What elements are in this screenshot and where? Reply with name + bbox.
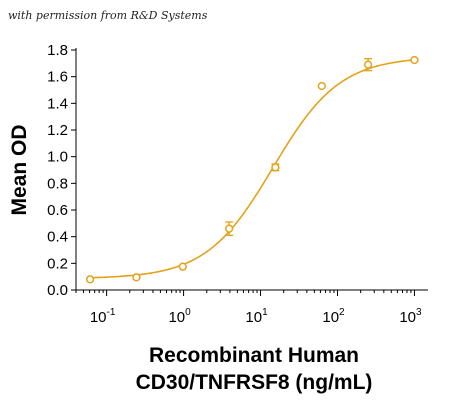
y-tick-label: 0.2	[47, 255, 68, 272]
x-axis-title-line-2: CD30/TNFRSF8 (ng/mL)	[136, 371, 373, 394]
x-tick-label: 100	[168, 307, 191, 326]
y-tick-label: 0.4	[47, 229, 68, 246]
x-tick-base: 10	[399, 309, 416, 326]
y-tick-label: 1.8	[47, 42, 68, 59]
data-point	[363, 60, 373, 69]
axes: 0.00.20.40.60.81.01.21.41.61.810-1 100 101…	[47, 42, 428, 326]
x-tick-base: 10	[168, 309, 185, 326]
x-tick-base: 10	[245, 309, 262, 326]
x-tick-exponent: 3	[416, 307, 422, 318]
x-tick-base: 10	[322, 309, 339, 326]
y-tick-label: 1.6	[47, 69, 68, 86]
y-tick-label: 0.8	[47, 175, 68, 192]
data-point	[410, 55, 419, 65]
data-point	[132, 273, 141, 282]
data-point	[317, 81, 326, 91]
y-tick-label: 0.6	[47, 202, 68, 219]
x-axis-title-line-1: Recombinant Human	[149, 344, 359, 367]
x-tick-exponent: -1	[107, 307, 116, 318]
x-tick-exponent: 0	[185, 307, 191, 318]
x-tick-exponent: 2	[339, 307, 345, 318]
y-tick-label: 1.0	[47, 149, 68, 166]
x-tick-label: 103	[399, 307, 422, 326]
y-axis-title: Mean OD	[8, 124, 31, 215]
data-point	[178, 262, 187, 271]
data-point	[271, 163, 280, 172]
x-tick-base: 10	[90, 309, 107, 326]
x-tick-label: 10-1	[90, 307, 116, 326]
data-point	[225, 224, 234, 233]
data-point	[85, 275, 95, 284]
x-tick-label: 101	[245, 307, 268, 326]
credit-text: with permission from R&D Systems	[8, 9, 208, 22]
x-tick-label: 102	[322, 307, 345, 326]
y-tick-label: 0.0	[47, 282, 68, 299]
y-tick-label: 1.4	[47, 95, 68, 112]
plot-area	[85, 55, 419, 284]
y-tick-label: 1.2	[47, 122, 68, 139]
x-tick-exponent: 1	[262, 307, 268, 318]
fit-curve	[90, 59, 415, 279]
